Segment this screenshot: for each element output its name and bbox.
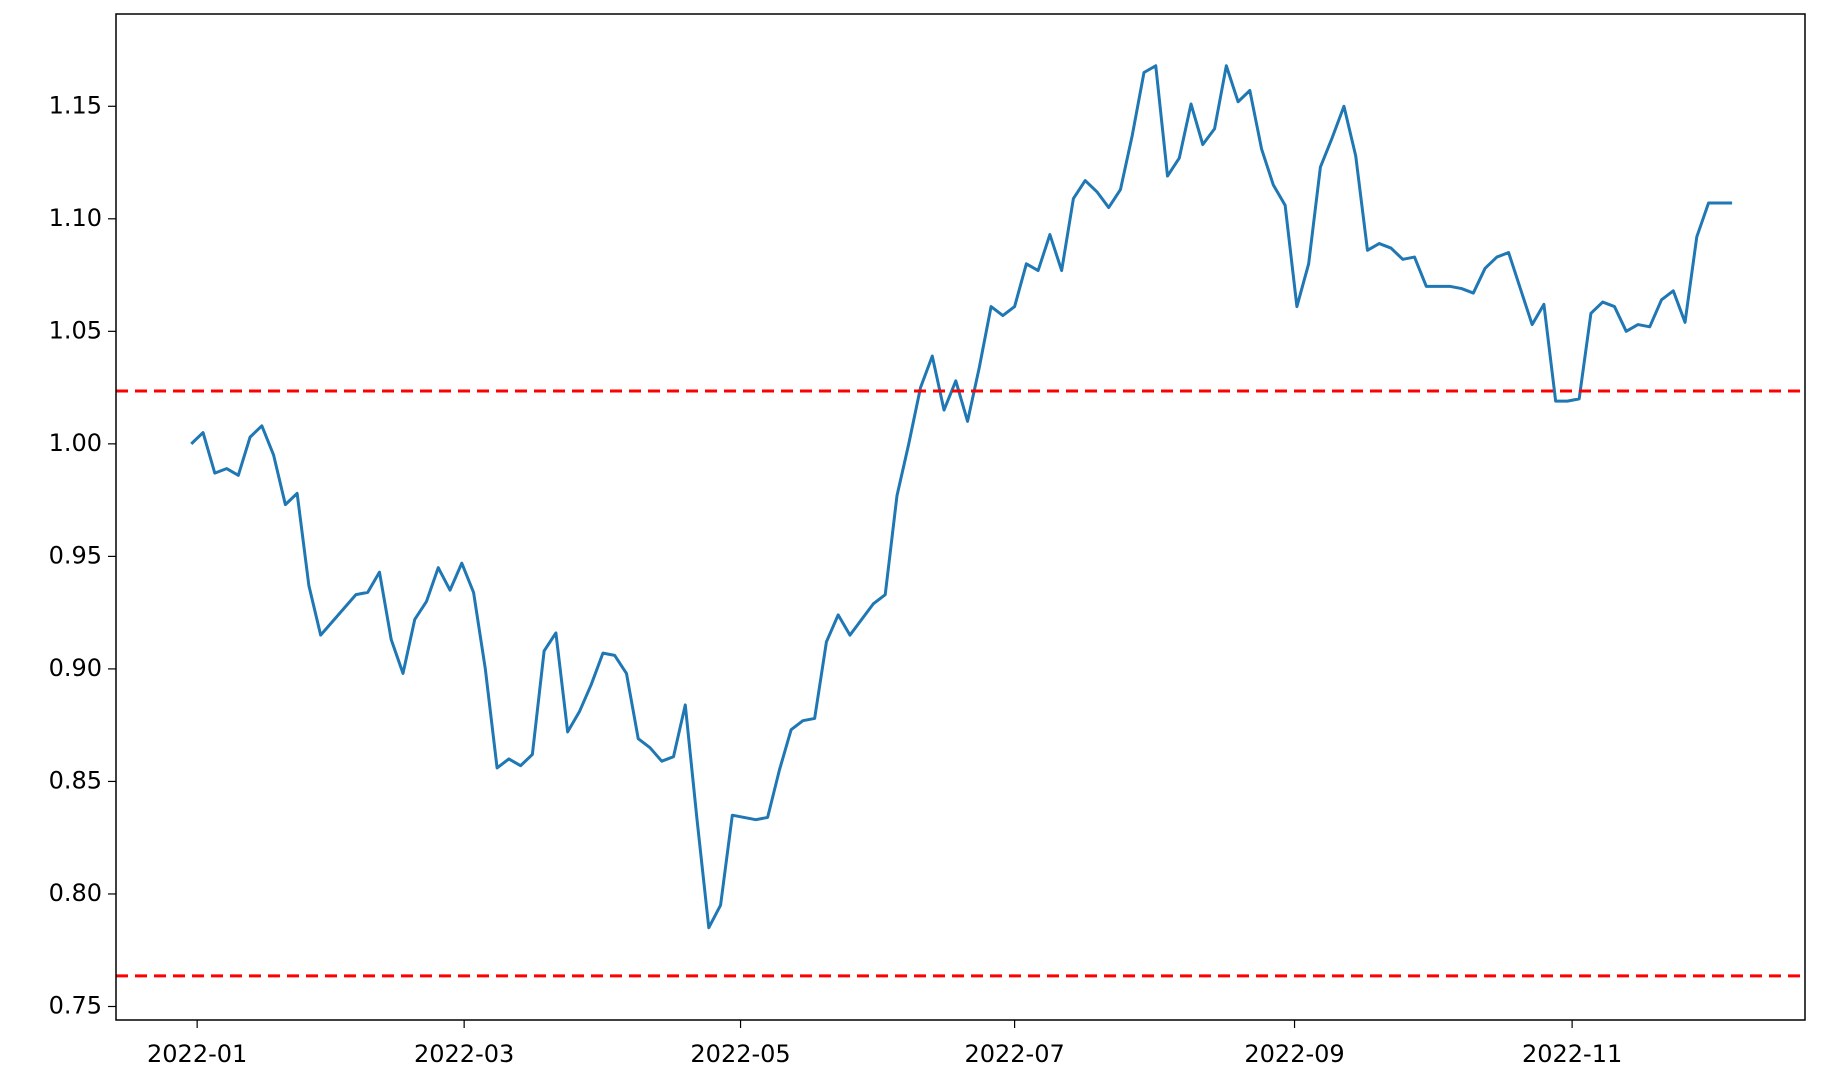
- line-series: [190, 64, 1733, 930]
- y-tick-label: 0.95: [49, 541, 102, 569]
- x-tick-label: 2022-03: [414, 1040, 514, 1068]
- y-tick-label: 1.15: [49, 91, 102, 119]
- y-tick-label: 0.75: [49, 991, 102, 1019]
- x-tick-label: 2022-11: [1522, 1040, 1622, 1068]
- y-tick-label: 1.10: [49, 204, 102, 232]
- y-tick-label: 1.00: [49, 429, 102, 457]
- plot-frame: [115, 13, 1806, 1021]
- x-tick-label: 2022-01: [147, 1040, 247, 1068]
- y-tick-label: 0.90: [49, 654, 102, 682]
- y-tick-label: 0.80: [49, 879, 102, 907]
- y-tick-label: 0.85: [49, 766, 102, 794]
- x-tick-label: 2022-05: [690, 1040, 790, 1068]
- x-tick-label: 2022-07: [964, 1040, 1064, 1068]
- x-tick-label: 2022-09: [1244, 1040, 1344, 1068]
- y-tick-label: 1.05: [49, 316, 102, 344]
